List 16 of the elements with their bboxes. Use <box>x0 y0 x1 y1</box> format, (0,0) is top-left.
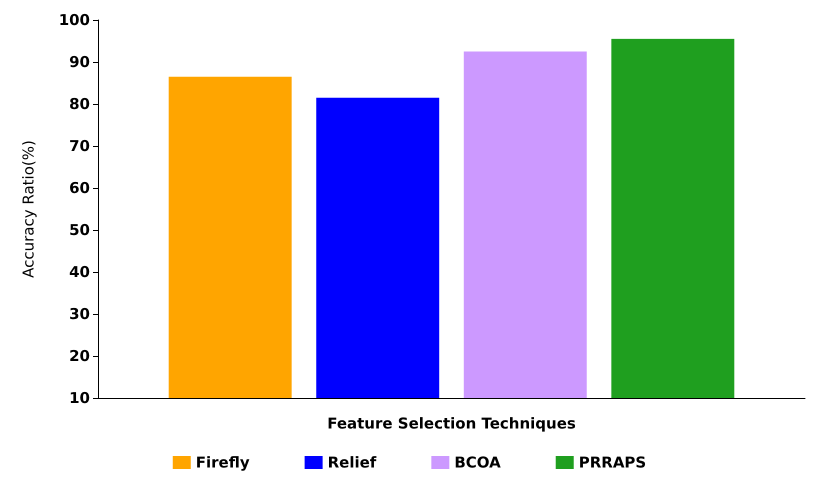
y-tick-label: 60 <box>69 179 90 197</box>
x-axis-title: Feature Selection Techniques <box>327 414 576 432</box>
y-tick-label: 80 <box>69 95 90 113</box>
y-tick-label: 70 <box>69 137 90 155</box>
y-tick-label: 20 <box>69 347 90 365</box>
y-tick-label: 10 <box>69 389 90 407</box>
y-tick-label: 30 <box>69 305 90 323</box>
y-tick-label: 100 <box>58 11 90 29</box>
y-tick-label: 50 <box>69 221 90 239</box>
legend-label: PRRAPS <box>578 454 646 472</box>
legend-label: Relief <box>328 454 377 472</box>
y-tick-label: 40 <box>69 263 90 281</box>
y-axis-title: Accuracy Ratio(%) <box>20 140 38 278</box>
legend-label: Firefly <box>196 454 250 472</box>
legend-label: BCOA <box>454 454 502 472</box>
y-tick-label: 90 <box>69 53 90 71</box>
